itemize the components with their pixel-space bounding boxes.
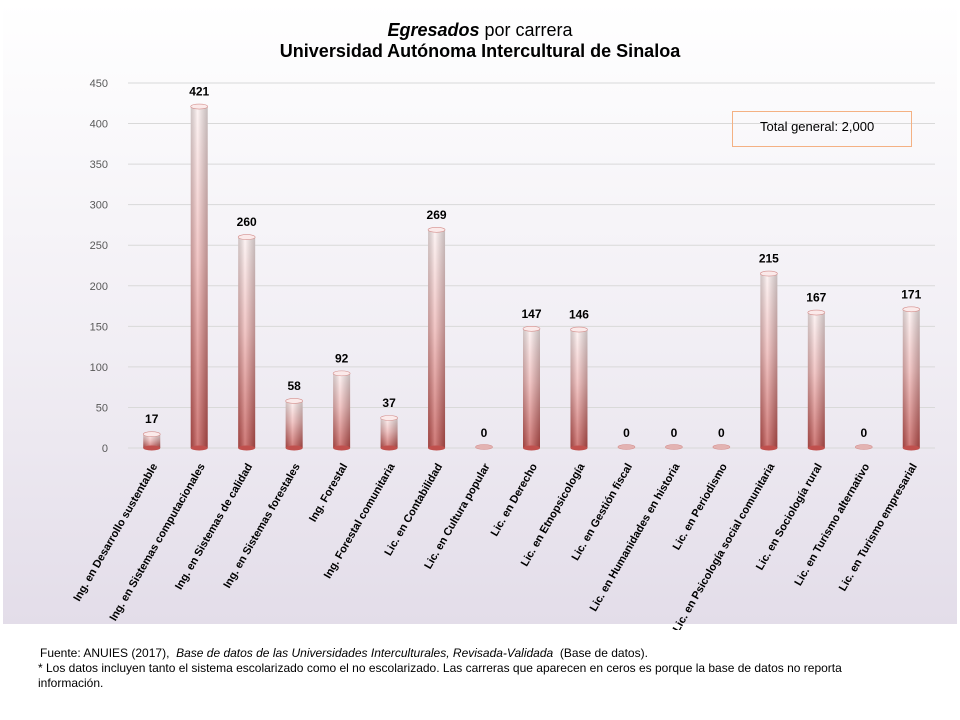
bar bbox=[712, 444, 731, 450]
data-label: 0 bbox=[481, 426, 488, 440]
data-label: 58 bbox=[287, 379, 301, 393]
bar-chart: 0 50 100 150 200 250 300 350 400 450 17 421 260 58 92… bbox=[71, 78, 935, 630]
data-label: 0 bbox=[718, 426, 725, 440]
source-title: Base de datos de las Universidades Inter… bbox=[176, 646, 554, 660]
footnote: * Los datos incluyen tanto el sistema es… bbox=[38, 661, 842, 690]
data-labels: 17 421 260 58 92 37 269 0 147 146 0 0 0 215 167 0 171 bbox=[145, 85, 922, 440]
chart-area bbox=[3, 2, 957, 624]
x-tick-label: Lic. en Humanidades en historia bbox=[588, 461, 683, 614]
grid-lines bbox=[128, 82, 935, 449]
bar bbox=[807, 309, 826, 451]
data-label: 0 bbox=[860, 426, 867, 440]
y-tick-label: 100 bbox=[90, 362, 108, 374]
bar bbox=[854, 444, 873, 450]
bar bbox=[665, 444, 683, 450]
bars bbox=[142, 103, 921, 451]
x-tick-label: Ing. en Desarrollo sustentable bbox=[71, 462, 160, 604]
y-tick-label: 300 bbox=[90, 200, 108, 212]
y-tick-label: 200 bbox=[90, 281, 108, 293]
data-label: 260 bbox=[237, 215, 257, 229]
x-tick-label: Lic. en Turismo empresarial bbox=[837, 462, 920, 594]
bar bbox=[475, 444, 493, 450]
data-label: 37 bbox=[382, 396, 396, 410]
bar bbox=[285, 398, 303, 451]
bar bbox=[332, 370, 351, 451]
bar bbox=[427, 227, 446, 451]
y-tick-labels: 0 50 100 150 200 250 300 350 400 450 bbox=[90, 78, 108, 455]
data-label: 17 bbox=[145, 412, 159, 426]
y-tick-label: 250 bbox=[90, 240, 108, 252]
data-label: 421 bbox=[189, 85, 209, 99]
bar bbox=[760, 270, 778, 451]
y-tick-label: 450 bbox=[90, 78, 108, 90]
title-italic: Egresados bbox=[387, 20, 480, 40]
source-prefix: Fuente: ANUIES (2017), bbox=[40, 646, 170, 660]
data-label: 146 bbox=[569, 308, 589, 322]
y-tick-label: 400 bbox=[90, 119, 108, 131]
chart-title: Egresados por carrera Universidad Autóno… bbox=[0, 20, 960, 62]
y-tick-label: 50 bbox=[96, 402, 108, 414]
data-label: 0 bbox=[623, 426, 630, 440]
x-tick-label: Ing. en Sistemas computacionales bbox=[108, 462, 208, 624]
bar bbox=[190, 103, 209, 451]
chart-subtitle: Universidad Autónoma Intercultural de Si… bbox=[279, 41, 681, 61]
y-tick-label: 150 bbox=[90, 321, 108, 333]
x-tick-label: Lic. en Psicología social comunitaria bbox=[671, 461, 778, 630]
y-tick-label: 0 bbox=[102, 443, 108, 455]
total-annotation: Total general: 2,000 bbox=[732, 111, 912, 147]
bar bbox=[617, 444, 636, 450]
source-line: Fuente: ANUIES (2017), Base de datos de … bbox=[40, 646, 648, 661]
bar bbox=[902, 306, 921, 451]
bar bbox=[380, 415, 398, 451]
data-label: 269 bbox=[427, 208, 447, 222]
x-tick-label: Lic. en Derecho bbox=[489, 461, 540, 538]
bar bbox=[522, 325, 541, 451]
bar bbox=[142, 431, 161, 451]
data-label: 92 bbox=[335, 351, 349, 365]
data-label: 215 bbox=[759, 252, 779, 266]
data-label: 0 bbox=[671, 426, 678, 440]
source-suffix: (Base de datos). bbox=[559, 646, 648, 660]
data-label: 167 bbox=[806, 291, 826, 305]
x-tick-label: Lic. en Periodismo bbox=[671, 461, 730, 552]
data-label: 147 bbox=[521, 307, 541, 321]
y-tick-label: 350 bbox=[90, 159, 108, 171]
data-label: 171 bbox=[901, 287, 921, 301]
title-rest: por carrera bbox=[479, 20, 573, 40]
bar bbox=[237, 234, 256, 451]
x-tick-label: Ing. Forestal bbox=[307, 462, 350, 525]
bar bbox=[570, 326, 588, 451]
